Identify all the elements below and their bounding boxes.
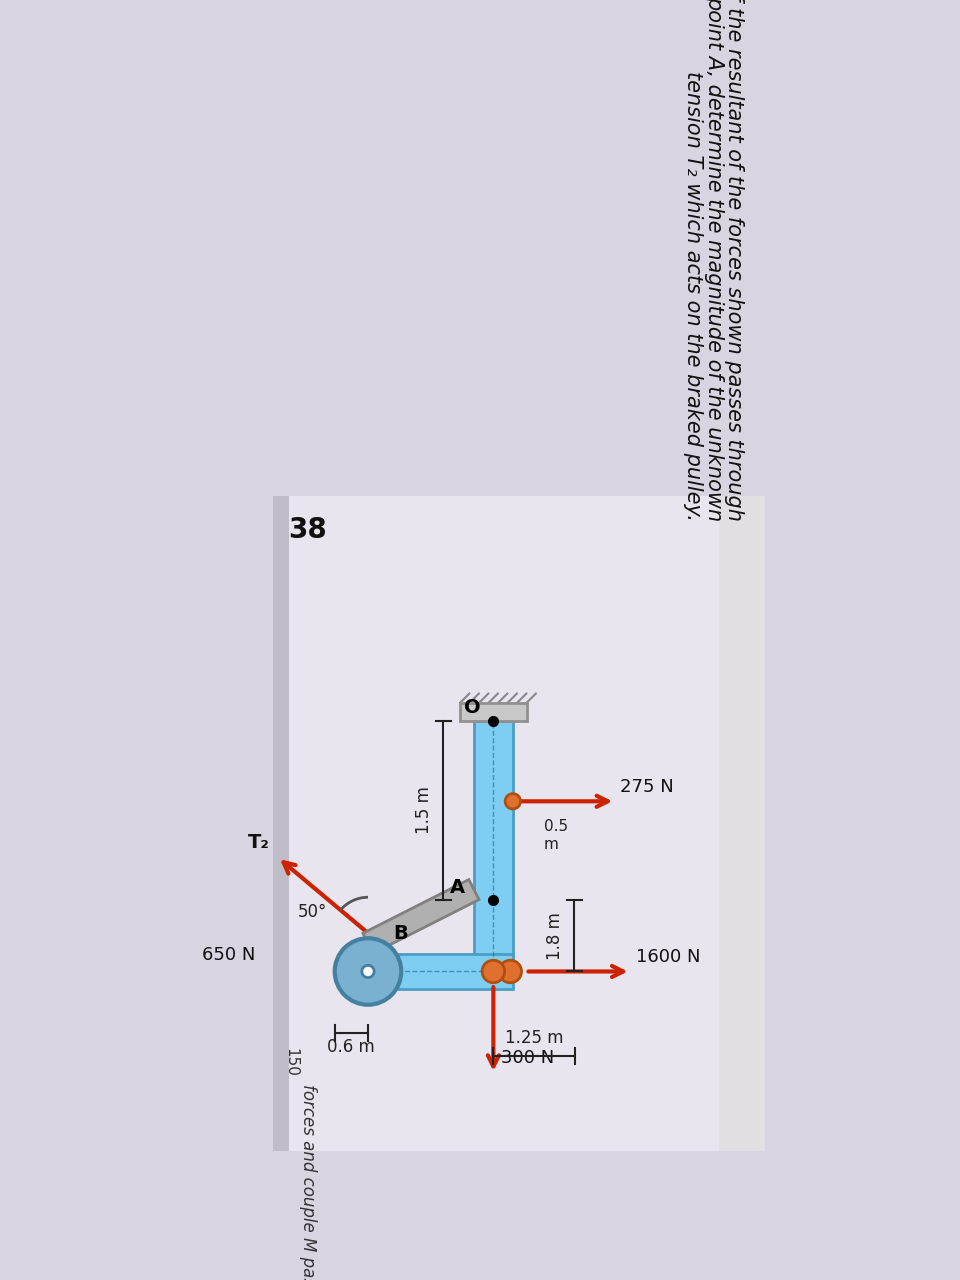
Circle shape	[482, 960, 505, 983]
Text: 300 N: 300 N	[501, 1050, 554, 1068]
Bar	[274, 495, 289, 1151]
Text: tension T₂ which acts on the braked pulley.: tension T₂ which acts on the braked pull…	[684, 72, 704, 521]
Text: 150: 150	[283, 1048, 299, 1076]
Text: forces and couple M passes: forces and couple M passes	[299, 1084, 317, 1280]
Text: 50°: 50°	[298, 902, 327, 920]
Bar	[352, 954, 513, 989]
Text: 1.5 m: 1.5 m	[415, 786, 433, 835]
Text: 0.6 m: 0.6 m	[327, 1038, 375, 1056]
Text: 1.25 m: 1.25 m	[505, 1029, 564, 1047]
Text: A: A	[450, 878, 466, 897]
Text: If the resultant of the forces shown passes through: If the resultant of the forces shown pas…	[724, 0, 744, 521]
Circle shape	[335, 938, 401, 1005]
Text: 1.8 m: 1.8 m	[546, 911, 564, 960]
Polygon shape	[363, 879, 479, 954]
Bar	[719, 495, 764, 1151]
Bar	[460, 703, 527, 721]
Text: O: O	[464, 698, 481, 717]
Text: 275 N: 275 N	[620, 778, 674, 796]
Text: B: B	[394, 924, 408, 943]
Bar	[474, 721, 513, 972]
Text: 38: 38	[289, 516, 327, 544]
Circle shape	[362, 965, 374, 978]
Circle shape	[499, 960, 521, 983]
Text: 650 N: 650 N	[202, 946, 255, 964]
Text: 0.5
m: 0.5 m	[543, 819, 567, 851]
Circle shape	[505, 794, 520, 809]
Text: point A, determine the magnitude of the unknown: point A, determine the magnitude of the …	[704, 0, 724, 521]
Text: T₂: T₂	[249, 833, 270, 852]
Text: 1600 N: 1600 N	[636, 948, 700, 966]
